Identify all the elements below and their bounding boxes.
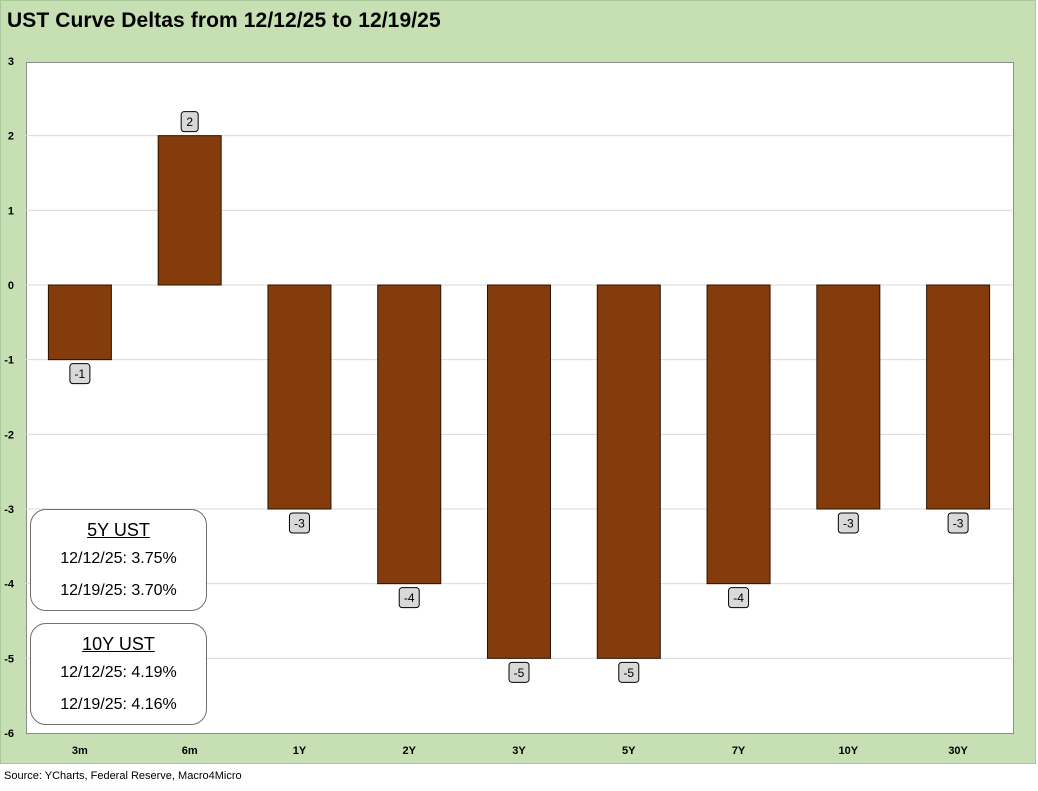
bar-2y (377, 284, 442, 585)
info-box-5y-ust: 5Y UST 12/12/25: 3.75% 12/19/25: 3.70% (30, 509, 207, 611)
data-label: -4 (404, 591, 415, 605)
info-box-title: 10Y UST (82, 634, 155, 654)
x-tick-label: 3m (72, 745, 88, 757)
y-tick-label: 0 (8, 280, 14, 292)
data-label: -1 (75, 367, 86, 381)
data-labels: -1 2 -3 -4 -5 -5 -4 -3 -3 (69, 111, 969, 683)
y-axis-ticks: 3 2 1 0 -1 -2 -3 -4 -5 -6 (4, 56, 15, 740)
bar-7y (706, 284, 771, 585)
x-tick-label: 30Y (948, 745, 968, 757)
chart-title: UST Curve Deltas from 12/12/25 to 12/19/… (7, 9, 441, 32)
y-tick-label: 2 (8, 131, 14, 143)
info-box-10y-ust: 10Y UST 12/12/25: 4.19% 12/19/25: 4.16% (30, 623, 207, 725)
x-tick-label: 5Y (622, 745, 636, 757)
x-tick-label: 10Y (839, 745, 859, 757)
y-tick-label: -6 (4, 728, 14, 740)
y-tick-label: -5 (4, 653, 14, 665)
y-tick-label: -1 (4, 355, 14, 367)
bar-3m (47, 284, 112, 361)
data-label: 2 (186, 115, 193, 129)
info-box-line: 12/12/25: 3.75% (60, 550, 177, 567)
y-tick-label: -3 (4, 504, 14, 516)
data-label: -5 (514, 666, 525, 680)
x-tick-label: 2Y (402, 745, 416, 757)
y-tick-label: -4 (4, 579, 15, 591)
info-box-title: 5Y UST (87, 520, 150, 540)
source-note: Source: YCharts, Federal Reserve, Macro4… (4, 770, 242, 782)
data-label-box (618, 661, 640, 683)
data-label-box (837, 512, 859, 534)
data-label: -4 (733, 591, 744, 605)
data-label-box (947, 512, 969, 534)
info-box-line: 12/12/25: 4.19% (60, 664, 177, 681)
data-label-box (69, 363, 91, 385)
data-label: -3 (294, 517, 305, 531)
x-tick-label: 6m (182, 745, 198, 757)
x-tick-label: 1Y (293, 745, 307, 757)
bar-6m (157, 135, 222, 286)
info-box-line: 12/19/25: 3.70% (60, 582, 177, 599)
data-label: -5 (623, 666, 634, 680)
bar-5y (596, 284, 661, 659)
data-label-box (180, 111, 199, 133)
x-tick-label: 3Y (512, 745, 526, 757)
data-label-box (508, 661, 530, 683)
bar-10y (816, 284, 881, 510)
y-tick-label: 1 (8, 205, 14, 217)
data-label: -3 (843, 517, 854, 531)
y-tick-label: -2 (4, 429, 14, 441)
y-tick-label: 3 (8, 56, 14, 68)
data-label: -3 (953, 517, 964, 531)
x-axis-ticks: 3m 6m 1Y 2Y 3Y 5Y 7Y 10Y 30Y (72, 745, 969, 757)
data-label-box (728, 587, 750, 609)
bar-30y (926, 284, 991, 510)
bars (47, 135, 991, 659)
data-label-box (288, 512, 310, 534)
bar-1y (267, 284, 332, 510)
info-box-line: 12/19/25: 4.16% (60, 696, 177, 713)
bar-3y (487, 284, 551, 659)
data-label-box (398, 587, 420, 609)
x-tick-label: 7Y (732, 745, 746, 757)
